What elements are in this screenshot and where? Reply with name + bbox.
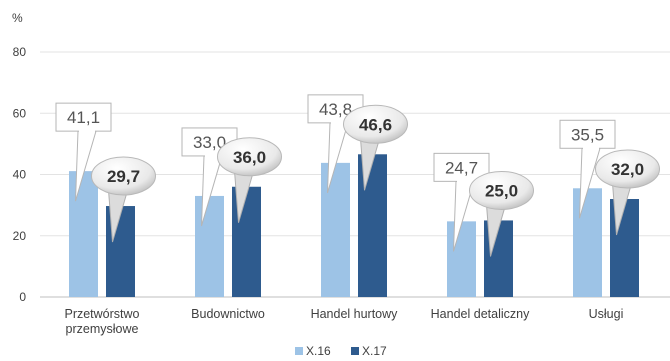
x-category-label: Handel hurtowy: [311, 307, 399, 321]
bar-X.16: [69, 171, 98, 297]
bar-X.16: [447, 221, 476, 297]
category-labels: Przetwórstwo przemysłowe Budownictwo Handel…: [64, 307, 623, 336]
bar-X.16: [321, 162, 350, 297]
data-label: 43,8: [319, 100, 352, 119]
y-axis-ticks: 0 20 40 60 80: [13, 45, 27, 304]
bar-X.16: [195, 195, 224, 297]
bars: [69, 154, 639, 297]
y-tick-label: 40: [13, 168, 27, 182]
legend-swatch: [351, 347, 359, 355]
legend: X.16 X.17: [295, 344, 387, 358]
x-category-label: Przetwórstwo przemysłowe: [64, 307, 139, 336]
y-tick-label: 60: [13, 106, 27, 120]
data-label: 35,5: [571, 125, 604, 144]
y-tick-label: 0: [19, 290, 26, 304]
y-tick-label: 80: [13, 45, 27, 59]
x-category-label: Handel detaliczny: [431, 307, 530, 321]
callout-bubble: [343, 104, 408, 144]
data-label: 25,0: [485, 181, 518, 200]
data-label: 41,1: [67, 108, 100, 127]
bar-X.16: [573, 188, 602, 297]
callout-box: [55, 102, 112, 132]
legend-swatch: [295, 347, 303, 355]
callout-bubble: [217, 137, 282, 177]
y-tick-label: 20: [13, 229, 27, 243]
data-label: 33,0: [193, 133, 226, 152]
bar-X.17: [358, 154, 387, 297]
bar-X.17: [232, 186, 261, 297]
callout-bubble: [469, 170, 534, 210]
data-label: 36,0: [233, 148, 266, 167]
data-label: 32,0: [611, 160, 644, 179]
x-category-label: Budownictwo: [191, 307, 265, 321]
y-axis-unit: %: [12, 11, 23, 25]
data-label: 24,7: [445, 158, 478, 177]
callout-bubble: [91, 156, 156, 196]
data-label: 46,6: [359, 115, 392, 134]
data-labels: 41,1 29,7 33,0 36,0 43,8 46,6 24,7 25,0 35,5 32,0: [55, 94, 660, 257]
x-category-label: Usługi: [589, 307, 624, 321]
legend-label: X.16: [306, 344, 331, 358]
data-label: 29,7: [107, 167, 140, 186]
legend-label: X.17: [362, 344, 387, 358]
bar-X.17: [610, 199, 639, 297]
callout-bubble: [595, 149, 660, 189]
